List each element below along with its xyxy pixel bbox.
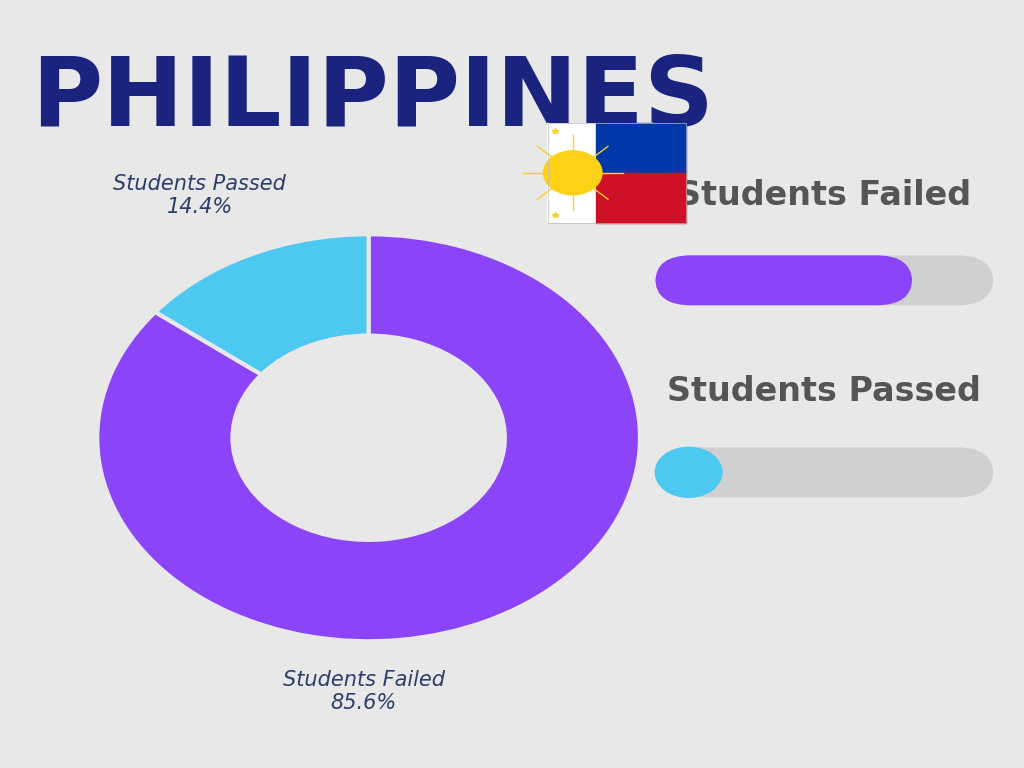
Text: Students Failed
85.6%: Students Failed 85.6% — [283, 670, 444, 713]
Polygon shape — [596, 123, 686, 173]
Polygon shape — [596, 173, 686, 223]
FancyBboxPatch shape — [655, 255, 993, 305]
Circle shape — [544, 151, 602, 195]
FancyBboxPatch shape — [655, 255, 912, 305]
Text: PHILIPPINES: PHILIPPINES — [31, 53, 714, 147]
FancyBboxPatch shape — [655, 447, 993, 498]
Polygon shape — [548, 123, 596, 223]
Wedge shape — [156, 234, 369, 375]
Text: Students Failed: Students Failed — [677, 180, 972, 212]
FancyBboxPatch shape — [548, 123, 686, 223]
Text: Students Passed
14.4%: Students Passed 14.4% — [114, 174, 286, 217]
Text: Students Passed: Students Passed — [668, 376, 981, 408]
Wedge shape — [97, 234, 640, 641]
Circle shape — [655, 447, 722, 498]
